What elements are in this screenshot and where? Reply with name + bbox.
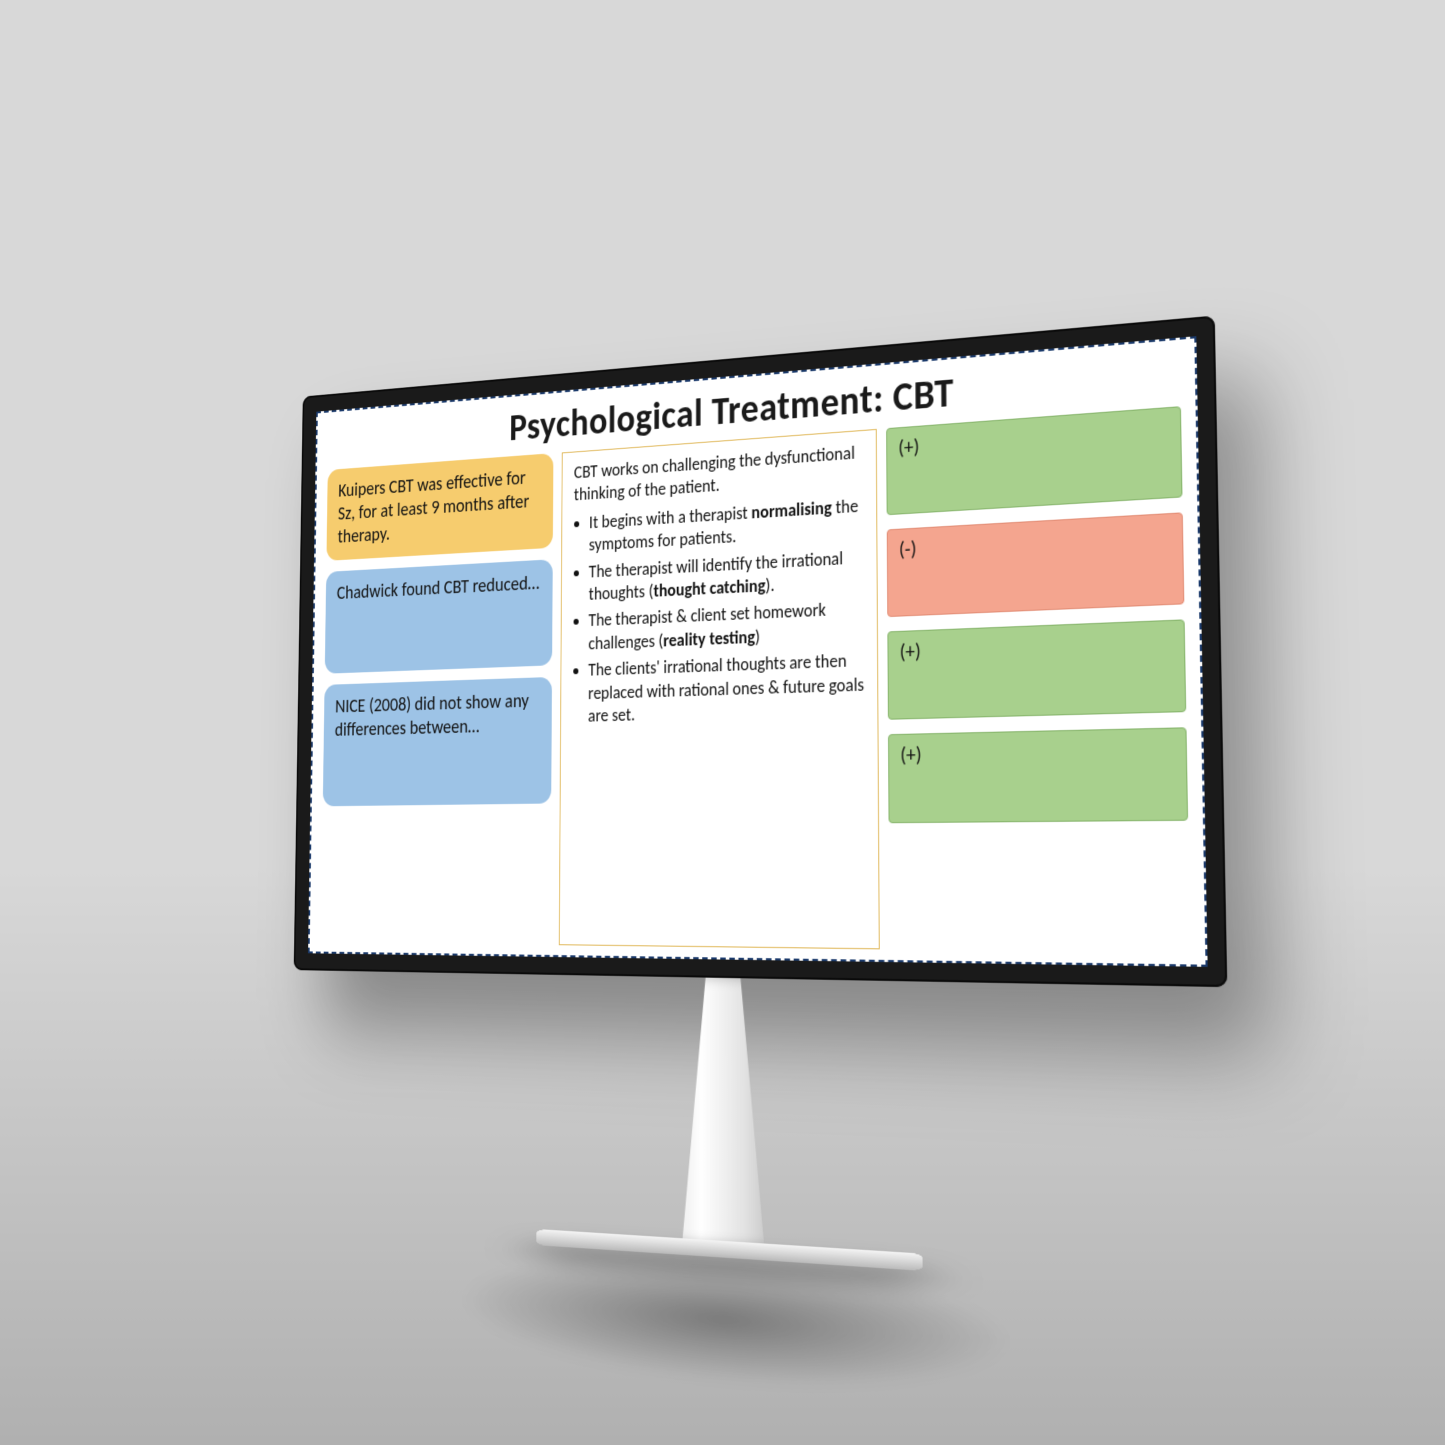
evidence-card-chadwick: Chadwick found CBT reduced… <box>324 559 552 673</box>
evidence-card-nice: NICE (2008) did not show any differences… <box>322 677 551 806</box>
slide-canvas: Psychological Treatment: CBT Kuipers CBT… <box>308 336 1208 967</box>
cbt-bullet: The therapist will identify the irration… <box>588 545 865 606</box>
evaluation-pill-negative: (-) <box>886 512 1184 617</box>
monitor-stand-neck <box>650 976 797 1250</box>
cbt-bullet-list: It begins with a therapist normalising t… <box>588 494 866 728</box>
left-column: Kuipers CBT was effective for Sz, for at… <box>320 453 552 945</box>
cbt-bullet: The clients' irrational thoughts are the… <box>588 648 866 727</box>
monitor-bezel: Psychological Treatment: CBT Kuipers CBT… <box>293 315 1227 987</box>
monitor-wrap: Psychological Treatment: CBT Kuipers CBT… <box>293 315 1227 987</box>
middle-column: CBT works on challenging the dysfunction… <box>558 429 879 949</box>
cbt-bullet: The therapist & client set homework chal… <box>588 597 865 655</box>
cbt-description-box: CBT works on challenging the dysfunction… <box>558 429 879 949</box>
floor-shadow <box>458 1239 1013 1408</box>
scene: Psychological Treatment: CBT Kuipers CBT… <box>213 355 1233 975</box>
right-column: (+) (-) (+) (+) <box>885 406 1189 953</box>
evaluation-pill-positive: (+) <box>885 406 1182 515</box>
evaluation-pill-positive: (+) <box>887 727 1187 823</box>
evidence-card-kuipers: Kuipers CBT was effective for Sz, for at… <box>326 453 553 561</box>
evaluation-pill-positive: (+) <box>887 619 1186 719</box>
columns: Kuipers CBT was effective for Sz, for at… <box>320 406 1190 953</box>
